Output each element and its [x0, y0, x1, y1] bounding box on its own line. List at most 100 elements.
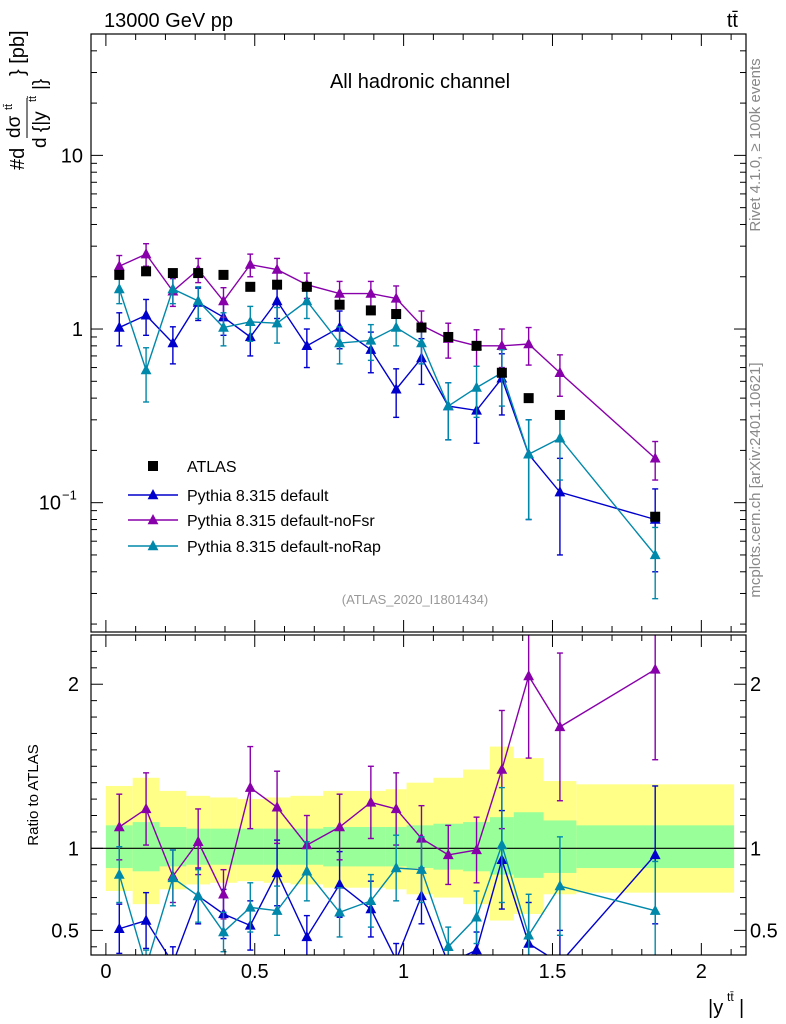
ratio-point [390, 862, 402, 873]
main-ylabel: #d dσ tt̄ d {|y tt̄ |} } [pb] [3, 30, 51, 170]
series-point [271, 317, 283, 328]
series-point [271, 263, 283, 274]
ratio-point [113, 922, 125, 933]
ratio-point [113, 868, 125, 879]
ratio-point [471, 843, 482, 855]
ratio-point [271, 904, 283, 915]
series-point [334, 337, 346, 348]
ratio-y-tick-label-right: 2 [750, 674, 761, 696]
series-point [113, 321, 125, 332]
ratio-point [443, 957, 454, 967]
ratio-point [334, 821, 346, 832]
ratio-point [301, 930, 313, 942]
band-inner [513, 812, 544, 878]
data-point [391, 309, 402, 320]
series-point [244, 258, 256, 269]
data-point [245, 281, 256, 292]
svg-text:tt̄: tt̄ [727, 990, 734, 1004]
ratio-point [390, 802, 402, 814]
ratio-point [167, 871, 179, 883]
series-point [140, 248, 152, 259]
legend-label: ATLAS [187, 459, 237, 476]
legend-marker [147, 514, 159, 525]
svg-text:d {|y: d {|y [30, 111, 51, 148]
ratio-point [167, 957, 178, 967]
ratio-point [523, 929, 535, 940]
ratio-y-tick-label: 0.5 [51, 920, 79, 942]
series-point [167, 337, 179, 348]
data-point [301, 281, 312, 292]
series-point [271, 295, 283, 306]
ratio-point [271, 801, 283, 812]
legend-label: Pythia 8.315 default-noRap [187, 539, 381, 556]
x-tick-label: 1 [398, 961, 409, 983]
series-point [192, 295, 204, 306]
main-frame [90, 33, 747, 633]
series-line [118, 253, 656, 459]
ratio-y-tick-label: 1 [68, 838, 79, 860]
ratio-series-line [118, 668, 656, 897]
series-point [649, 452, 661, 463]
legend-label: Pythia 8.315 default-noFsr [187, 513, 375, 530]
ratio-point [554, 720, 566, 732]
series-point [554, 366, 566, 377]
data-point [272, 279, 283, 290]
series-point [113, 283, 125, 294]
series-point [442, 400, 454, 411]
x-tick-label: 0.5 [241, 961, 269, 983]
series-point [390, 383, 402, 394]
series-point [301, 339, 313, 351]
rivet-label: Rivet 4.1.0, ≥ 100k events [747, 58, 764, 231]
ratio-y-tick-label: 2 [68, 674, 79, 696]
ratio-point [471, 944, 482, 955]
ratio-point [192, 889, 204, 901]
legend-marker [147, 489, 159, 500]
y-tick-label: 10 [39, 493, 61, 515]
ratio-point [554, 880, 566, 891]
series-2 [113, 243, 661, 481]
svg-text:tt̄: tt̄ [27, 96, 39, 102]
series-3 [113, 276, 661, 600]
ratio-point [141, 960, 152, 970]
series-point [301, 295, 313, 306]
legend-label: Pythia 8.315 default [187, 488, 329, 505]
data-point [471, 340, 482, 351]
y-tick-label: 1 [72, 319, 83, 341]
x-tick-label: 2 [696, 961, 707, 983]
ratio-y-tick-label-right: 0.5 [750, 920, 778, 942]
svg-text:tt̄: tt̄ [3, 104, 15, 110]
data-point [141, 266, 152, 277]
series-point [471, 381, 482, 392]
series-point [390, 292, 402, 303]
ratio-point [113, 821, 125, 832]
series-point [496, 339, 508, 351]
series-point [244, 315, 256, 327]
process-label: tt̄ [727, 10, 739, 32]
series-point [649, 548, 661, 560]
legend-marker [147, 540, 159, 551]
ratio-point [442, 940, 454, 951]
ratio-point [334, 878, 346, 889]
data-point [554, 409, 565, 420]
series-line [118, 299, 656, 521]
ratio-point [244, 901, 256, 912]
data-point [193, 268, 204, 279]
site-label: mcplots.cern.ch [arXiv:2401.10621] [747, 362, 764, 597]
y-tick-label: 10 [61, 145, 83, 167]
series-point [523, 448, 535, 459]
ratio-frame [90, 634, 747, 956]
ratio-point [471, 911, 482, 922]
energy-label: 13000 GeV pp [104, 10, 233, 32]
main-title: All hadronic channel [330, 71, 510, 93]
data-atlas [114, 266, 661, 522]
legend-marker [148, 461, 158, 471]
series-point [554, 432, 566, 443]
data-point [334, 299, 345, 310]
series-point [218, 321, 229, 332]
x-axis-label: |y tt̄ | [708, 990, 744, 1019]
y-tick-label-exp: −1 [62, 488, 77, 503]
data-point [167, 268, 178, 279]
series-point [140, 364, 152, 375]
